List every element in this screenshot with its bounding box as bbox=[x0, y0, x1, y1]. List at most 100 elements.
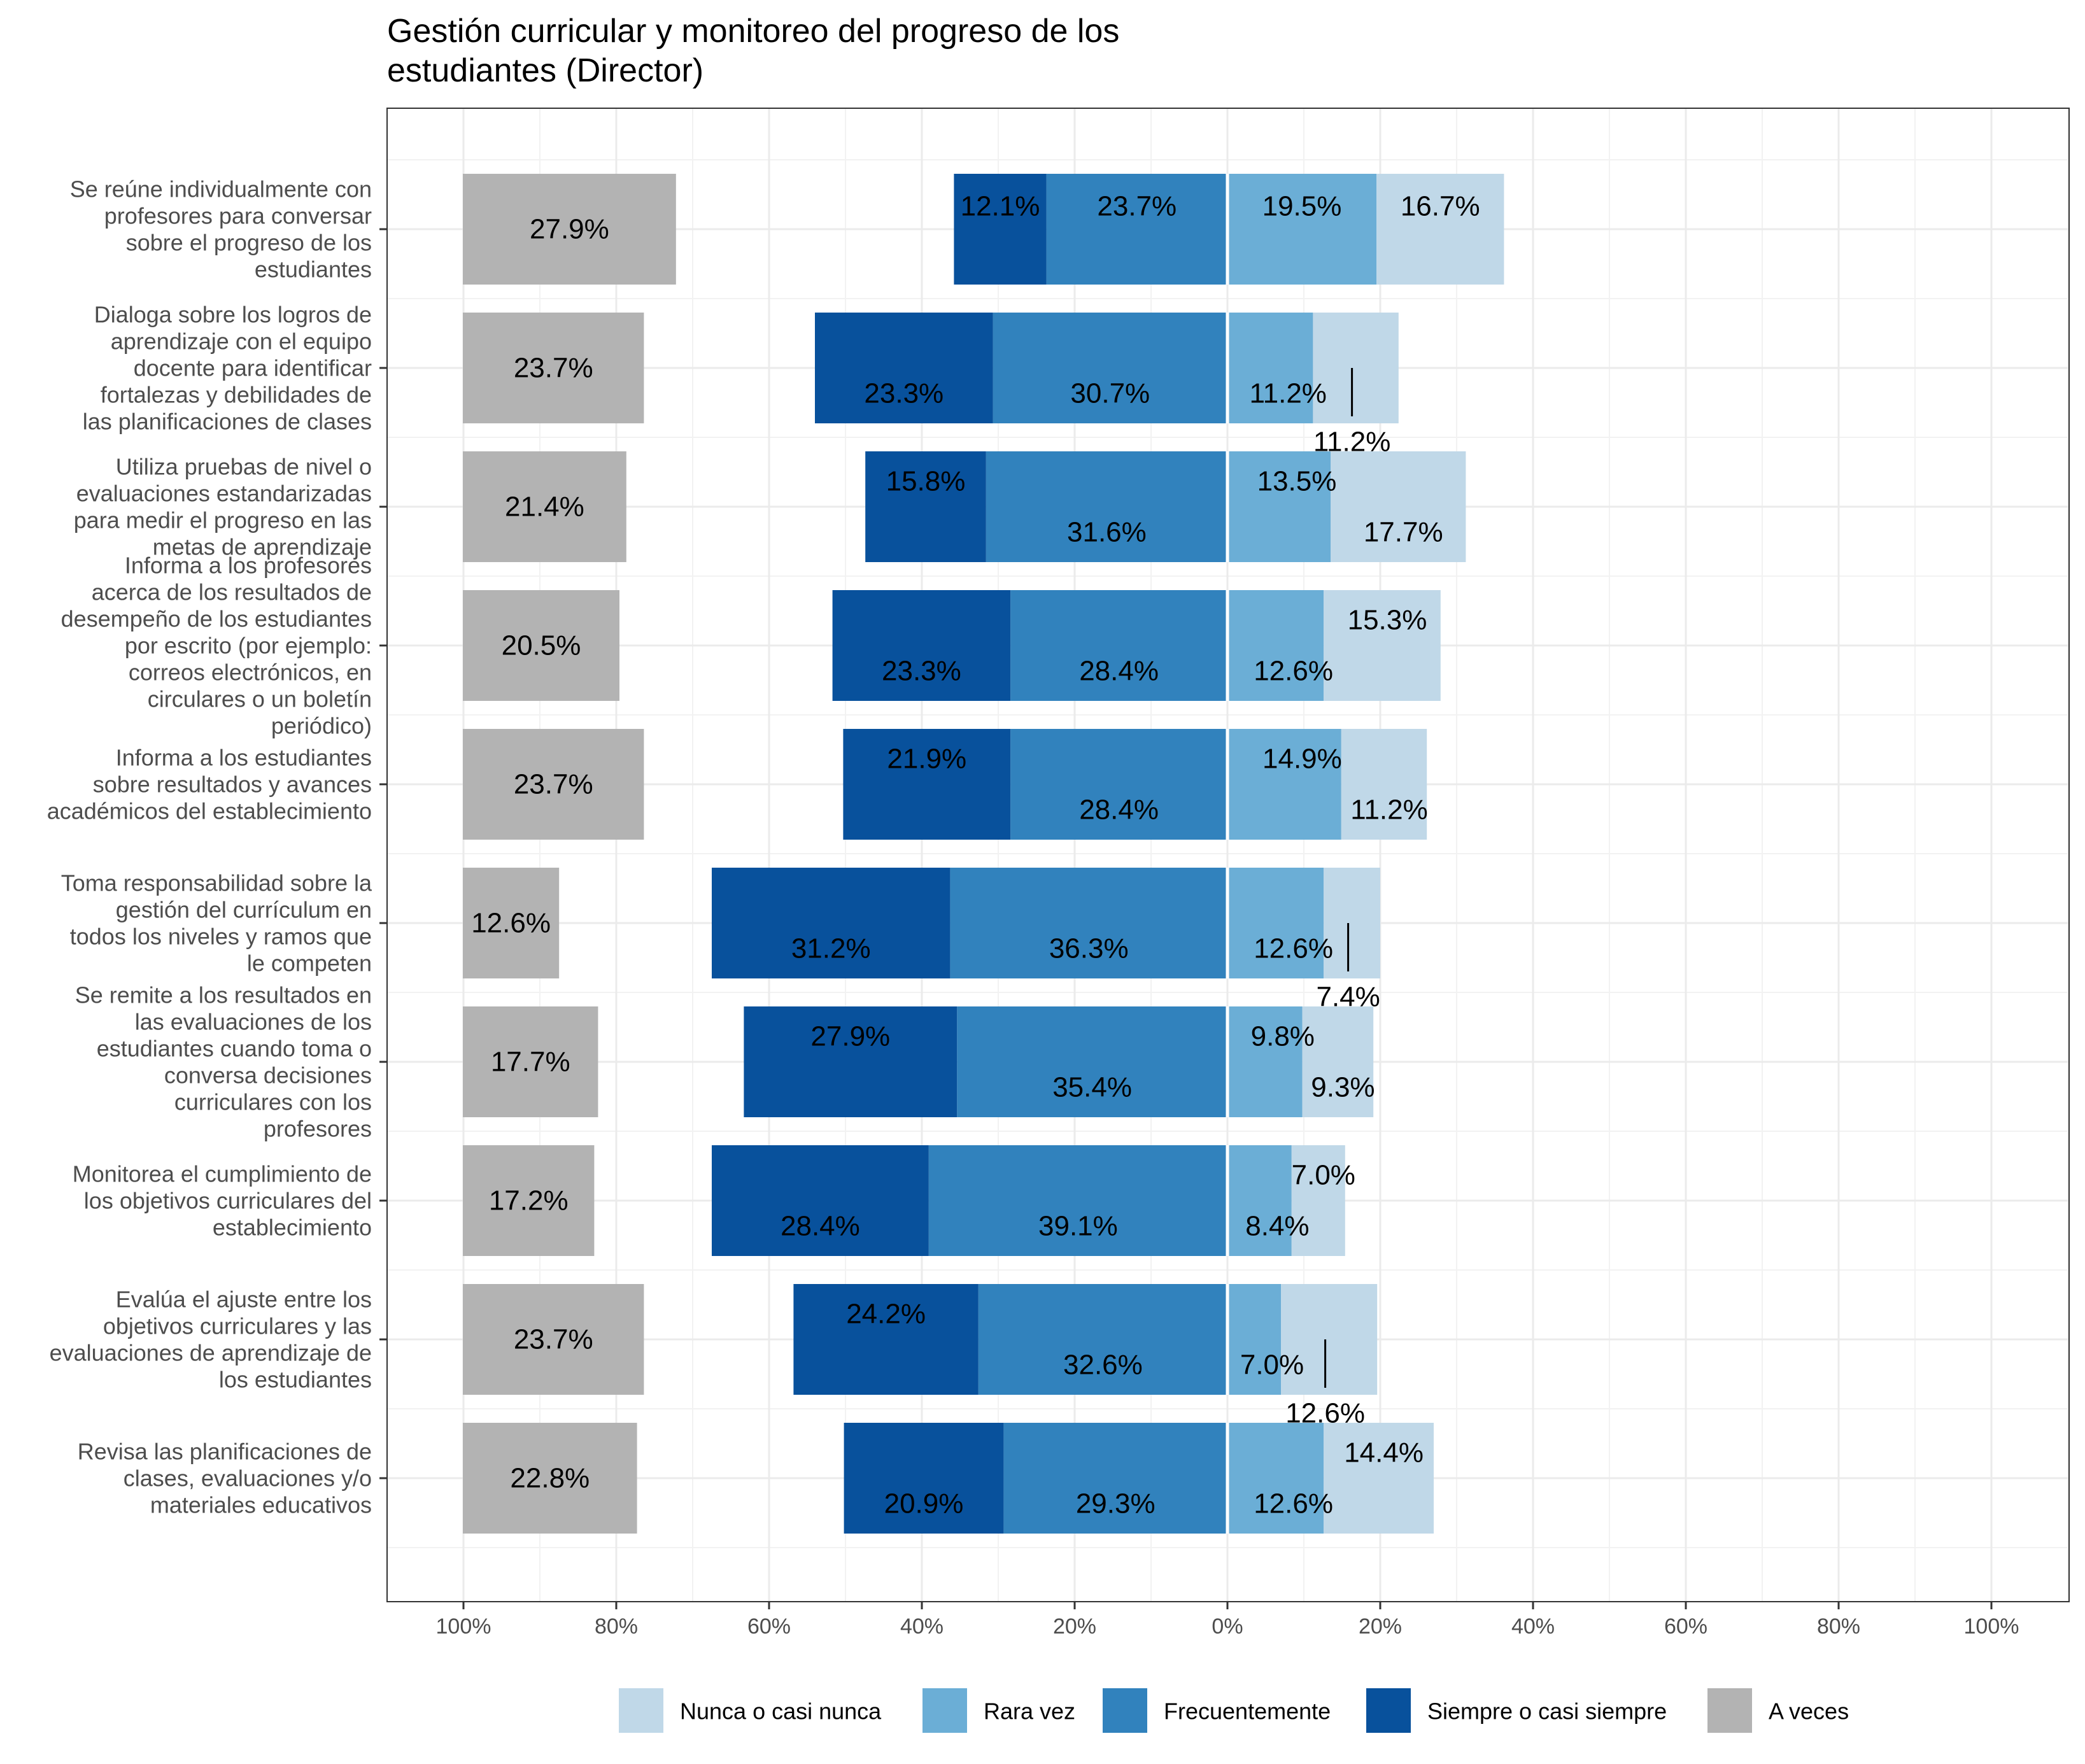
category-label-line: le competen bbox=[247, 950, 372, 977]
bar-siempre-o-casi-siempre bbox=[712, 868, 951, 978]
category-label: Se remite a los resultados en las evaluac… bbox=[75, 982, 372, 1142]
label-a-veces: 12.6% bbox=[471, 908, 551, 939]
category-label-line: gestión del currículum en bbox=[116, 897, 372, 923]
label-a-veces: 22.8% bbox=[510, 1463, 590, 1494]
bar-nunca-o-casi-nunca bbox=[1281, 1284, 1378, 1395]
legend-swatch bbox=[1707, 1688, 1752, 1733]
bar-rara-vez bbox=[1227, 1006, 1303, 1117]
label-siempre-o-casi-siempre: 12.1% bbox=[961, 191, 1040, 222]
bar-rara-vez bbox=[1227, 1423, 1324, 1534]
category-label-line: estudiantes cuando toma o bbox=[97, 1036, 372, 1062]
category-label-line: clases, evaluaciones y/o bbox=[124, 1465, 372, 1492]
bar-rara-vez bbox=[1227, 1284, 1281, 1395]
label-rara-vez: 12.6% bbox=[1254, 656, 1333, 687]
label-rara-vez: 11.2% bbox=[1249, 378, 1327, 409]
bar-frecuentemente bbox=[1010, 590, 1227, 701]
label-nunca-o-casi-nunca: 16.7% bbox=[1401, 191, 1480, 222]
x-tick-label: 40% bbox=[1511, 1614, 1555, 1639]
label-siempre-o-casi-siempre: 23.3% bbox=[882, 656, 961, 687]
legend-label: A veces bbox=[1769, 1698, 1849, 1725]
chart-title-line: estudiantes (Director) bbox=[387, 52, 703, 89]
bar-rara-vez bbox=[1227, 451, 1331, 562]
bar-frecuentemente bbox=[978, 1284, 1227, 1395]
bar-a-veces bbox=[463, 590, 619, 701]
legend-label: Frecuentemente bbox=[1164, 1698, 1331, 1725]
category-label-line: Monitorea el cumplimiento de bbox=[73, 1161, 372, 1187]
label-frecuentemente: 32.6% bbox=[1063, 1350, 1143, 1381]
bar-a-veces bbox=[463, 868, 560, 978]
bar-nunca-o-casi-nunca bbox=[1313, 313, 1399, 423]
label-siempre-o-casi-siempre: 15.8% bbox=[886, 466, 966, 497]
category-label-line: periódico) bbox=[271, 713, 372, 739]
category-label-line: establecimiento bbox=[213, 1215, 372, 1241]
category-label-line: Informa a los estudiantes bbox=[116, 745, 372, 771]
category-label-line: aprendizaje con el equipo bbox=[111, 328, 372, 355]
label-nunca-o-casi-nunca: 11.2% bbox=[1350, 794, 1428, 826]
category-label-line: fortalezas y debilidades de bbox=[101, 382, 372, 408]
bar-siempre-o-casi-siempre bbox=[744, 1006, 958, 1117]
category-label: Utiliza pruebas de nivel o evaluaciones e… bbox=[74, 454, 372, 560]
bar-siempre-o-casi-siempre bbox=[712, 1145, 929, 1256]
label-siempre-o-casi-siempre: 31.2% bbox=[791, 933, 871, 964]
label-frecuentemente: 36.3% bbox=[1049, 933, 1129, 964]
category-label-line: objetivos curriculares y las bbox=[103, 1313, 372, 1339]
label-a-veces: 20.5% bbox=[502, 630, 581, 661]
category-label-line: metas de aprendizaje bbox=[153, 534, 372, 560]
category-label-line: conversa decisiones bbox=[164, 1062, 372, 1089]
label-rara-vez: 19.5% bbox=[1262, 191, 1342, 222]
label-rara-vez: 8.4% bbox=[1245, 1211, 1309, 1242]
category-label-line: docente para identificar bbox=[134, 355, 372, 381]
legend-item: Siempre o casi siempre bbox=[1366, 1688, 1667, 1733]
label-frecuentemente: 35.4% bbox=[1052, 1072, 1132, 1103]
label-siempre-o-casi-siempre: 21.9% bbox=[887, 744, 966, 775]
label-nunca-o-casi-nunca: 14.4% bbox=[1344, 1437, 1424, 1469]
label-frecuentemente: 28.4% bbox=[1079, 794, 1159, 826]
category-label-line: Revisa las planificaciones de bbox=[78, 1439, 372, 1465]
category-label-line: por escrito (por ejemplo: bbox=[125, 633, 372, 659]
x-tick-label: 60% bbox=[1664, 1614, 1707, 1639]
label-nunca-o-casi-nunca: 7.0% bbox=[1292, 1160, 1355, 1191]
data-labels: 27.9% 23.7% 12.1% 19.5% 16.7% 23.7% 30.7% 23.3%… bbox=[471, 191, 1480, 1520]
bar-siempre-o-casi-siempre bbox=[815, 313, 993, 423]
label-rara-vez: 9.8% bbox=[1251, 1021, 1315, 1052]
x-tick-label: 0% bbox=[1212, 1614, 1243, 1639]
bar-frecuentemente bbox=[986, 451, 1227, 562]
bar-frecuentemente bbox=[1046, 174, 1227, 285]
bar-siempre-o-casi-siempre bbox=[843, 729, 1011, 840]
bar-rara-vez bbox=[1227, 868, 1324, 978]
x-tick-label: 40% bbox=[900, 1614, 944, 1639]
bar-rara-vez bbox=[1227, 1145, 1292, 1256]
legend-item: Nunca o casi nunca bbox=[619, 1688, 882, 1733]
category-label: Evalúa el ajuste entre los objetivos curr… bbox=[50, 1287, 372, 1393]
label-nunca-o-casi-nunca: 9.3% bbox=[1311, 1072, 1375, 1103]
legend-item: A veces bbox=[1707, 1688, 1849, 1733]
legend-swatch bbox=[619, 1688, 663, 1733]
legend-label: Rara vez bbox=[984, 1698, 1075, 1725]
bar-a-veces bbox=[463, 1423, 637, 1534]
bar-siempre-o-casi-siempre bbox=[844, 1423, 1004, 1534]
bar-rara-vez bbox=[1227, 729, 1341, 840]
chart-title-line: Gestión curricular y monitoreo del progr… bbox=[387, 13, 1119, 50]
label-nunca-o-casi-nunca: 7.4% bbox=[1316, 982, 1380, 1013]
label-siempre-o-casi-siempre: 24.2% bbox=[846, 1299, 926, 1330]
category-label: Revisa las planificaciones de clases, eva… bbox=[78, 1439, 372, 1518]
bar-frecuentemente bbox=[950, 868, 1227, 978]
bar-rara-vez bbox=[1227, 590, 1324, 701]
label-siempre-o-casi-siempre: 23.3% bbox=[864, 378, 944, 409]
bars bbox=[463, 174, 1504, 1534]
label-frecuentemente: 30.7% bbox=[1070, 378, 1150, 409]
x-tick-label: 20% bbox=[1359, 1614, 1402, 1639]
label-a-veces: 17.7% bbox=[491, 1047, 570, 1078]
bar-siempre-o-casi-siempre bbox=[832, 590, 1011, 701]
label-nunca-o-casi-nunca: 11.2% bbox=[1313, 427, 1391, 458]
category-label-line: materiales educativos bbox=[150, 1492, 372, 1518]
bar-rara-vez bbox=[1227, 313, 1313, 423]
bar-siempre-o-casi-siempre bbox=[793, 1284, 979, 1395]
category-label-line: estudiantes bbox=[255, 257, 372, 283]
category-label-line: circulares o un boletín bbox=[148, 686, 372, 712]
category-label-line: Evalúa el ajuste entre los bbox=[116, 1287, 372, 1313]
category-label-line: profesores bbox=[264, 1116, 372, 1142]
label-rara-vez: 12.6% bbox=[1254, 933, 1333, 964]
category-label-line: acerca de los resultados de bbox=[92, 579, 372, 605]
x-tick-label: 60% bbox=[747, 1614, 791, 1639]
